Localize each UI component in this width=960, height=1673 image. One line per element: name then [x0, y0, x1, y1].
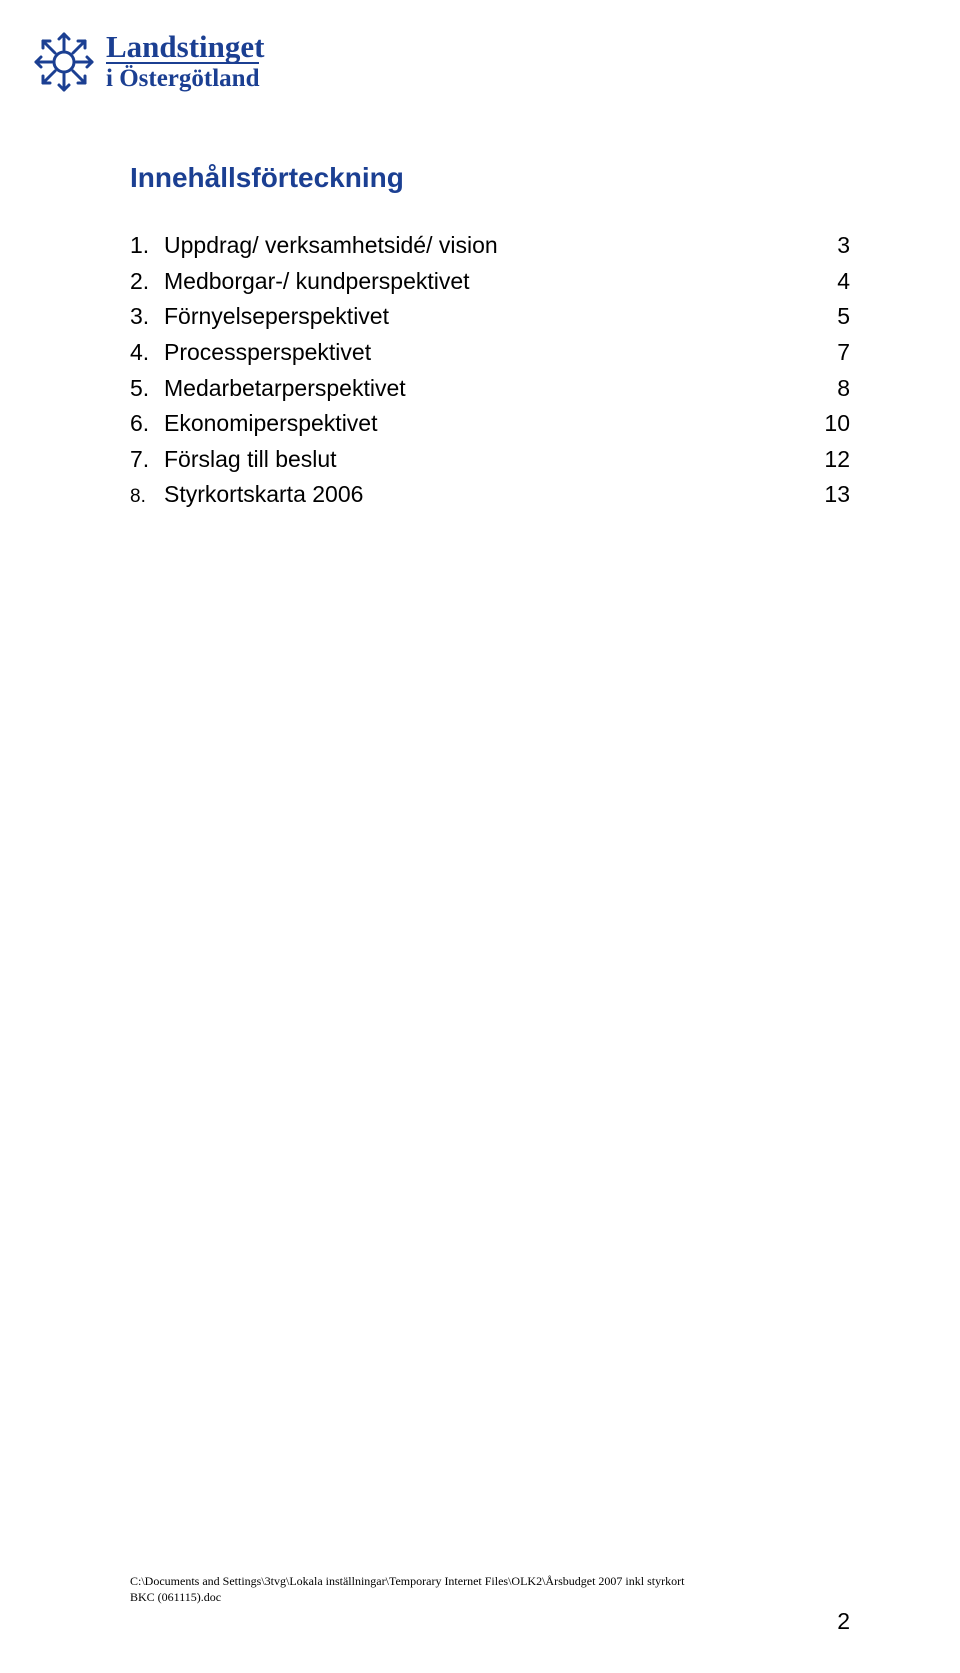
toc-item-page: 13	[824, 477, 850, 513]
toc-item-number: 7.	[130, 442, 164, 478]
toc-item-number: 3.	[130, 299, 164, 335]
toc-item-label: Medborgar-/ kundperspektivet	[164, 264, 470, 300]
toc-item-page: 10	[824, 406, 850, 442]
toc-item-page: 5	[837, 299, 850, 335]
toc-row: 1. Uppdrag/ verksamhetsidé/ vision 3	[130, 228, 850, 264]
toc-item-label: Ekonomiperspektivet	[164, 406, 378, 442]
footer-path: C:\Documents and Settings\3tvg\Lokala in…	[130, 1574, 850, 1590]
table-of-contents: 1. Uppdrag/ verksamhetsidé/ vision 3 2. …	[130, 228, 850, 513]
toc-item-label: Medarbetarperspektivet	[164, 371, 406, 407]
page-title: Innehållsförteckning	[130, 162, 850, 194]
logo-text-bottom: i Östergötland	[106, 62, 259, 92]
toc-item-page: 7	[837, 335, 850, 371]
toc-item-label: Processperspektivet	[164, 335, 371, 371]
toc-row: 6. Ekonomiperspektivet 10	[130, 406, 850, 442]
toc-row: 3. Förnyelseperspektivet 5	[130, 299, 850, 335]
toc-item-page: 8	[837, 371, 850, 407]
document-page: Landstinget i Östergötland Innehållsfört…	[0, 0, 960, 1673]
toc-item-label: Förslag till beslut	[164, 442, 337, 478]
footer-file: BKC (061115).doc	[130, 1590, 850, 1606]
toc-item-label: Styrkortskarta 2006	[164, 477, 363, 513]
toc-item-label: Förnyelseperspektivet	[164, 299, 389, 335]
logo-text-top: Landstinget	[106, 31, 264, 62]
toc-item-number: 2.	[130, 264, 164, 300]
logo-text: Landstinget i Östergötland	[106, 31, 264, 92]
toc-item-number: 5.	[130, 371, 164, 407]
page-footer: C:\Documents and Settings\3tvg\Lokala in…	[130, 1574, 850, 1637]
toc-row: 2. Medborgar-/ kundperspektivet 4	[130, 264, 850, 300]
toc-item-page: 4	[837, 264, 850, 300]
toc-row: 4. Processperspektivet 7	[130, 335, 850, 371]
toc-row: 8. Styrkortskarta 2006 13	[130, 477, 850, 513]
org-logo: Landstinget i Östergötland	[32, 30, 264, 94]
page-number: 2	[130, 1607, 850, 1637]
toc-item-number: 8.	[130, 482, 164, 511]
toc-item-number: 4.	[130, 335, 164, 371]
snowflake-logo-icon	[32, 30, 96, 94]
toc-item-number: 6.	[130, 406, 164, 442]
toc-item-page: 3	[837, 228, 850, 264]
toc-item-label: Uppdrag/ verksamhetsidé/ vision	[164, 228, 498, 264]
toc-item-page: 12	[824, 442, 850, 478]
toc-row: 5. Medarbetarperspektivet 8	[130, 371, 850, 407]
toc-row: 7. Förslag till beslut 12	[130, 442, 850, 478]
toc-item-number: 1.	[130, 228, 164, 264]
